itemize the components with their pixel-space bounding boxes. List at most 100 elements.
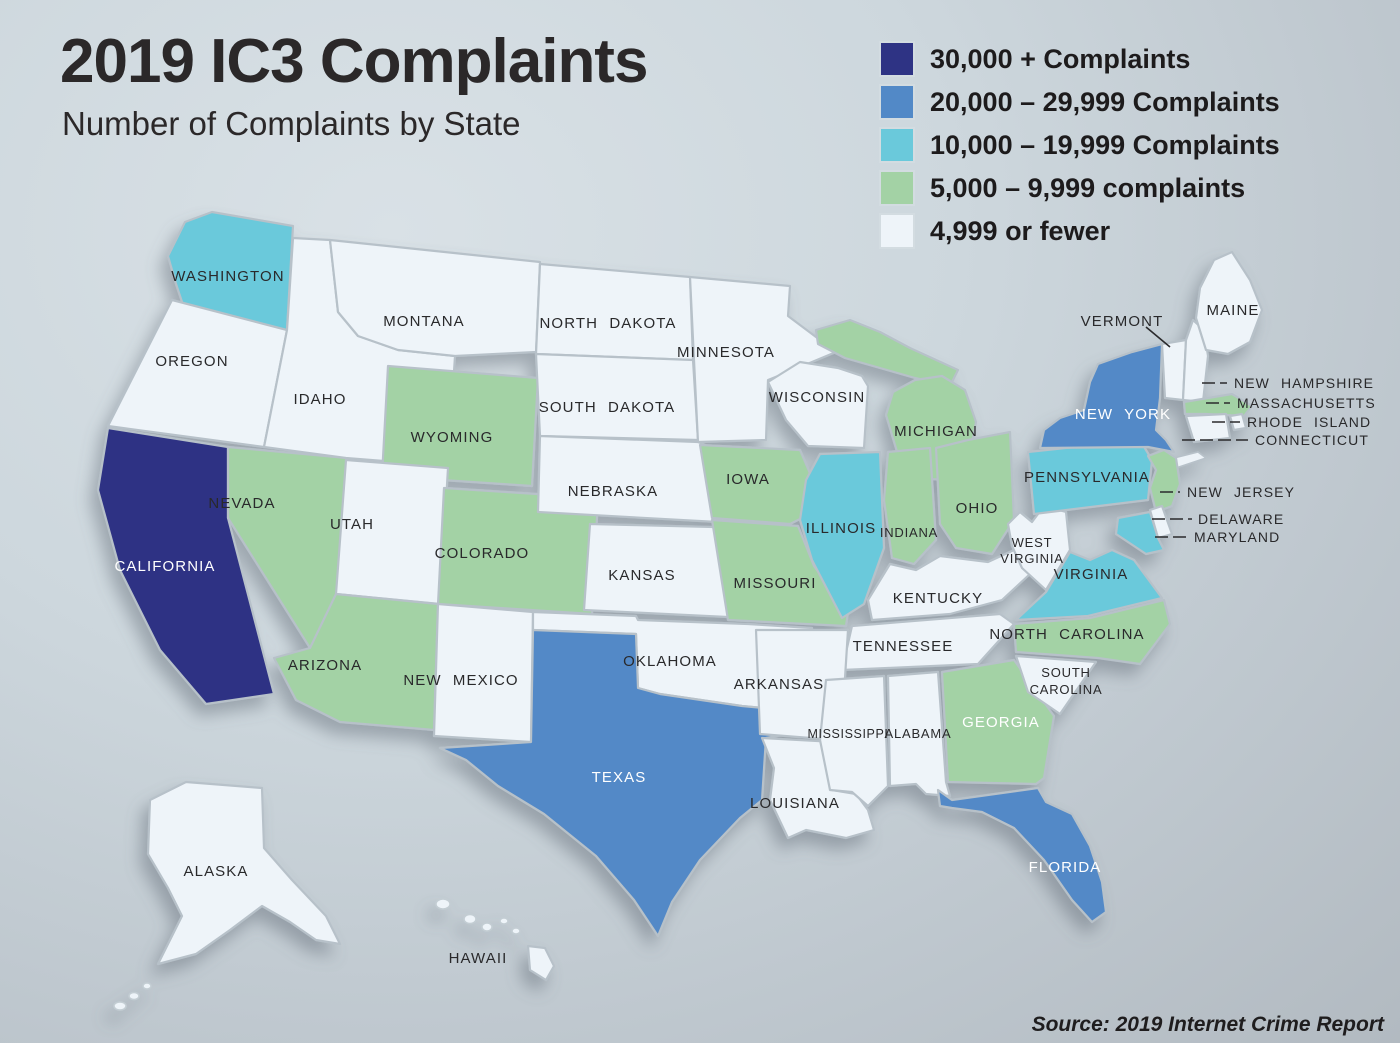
state-label-colorado: COLORADO: [435, 545, 530, 562]
state-indiana: [882, 446, 938, 566]
state-mississippi: [818, 674, 890, 808]
leader-vermont: [1145, 326, 1171, 348]
state-georgia: [940, 658, 1056, 786]
state-label-connecticut: CONNECTICUT: [1255, 432, 1369, 448]
state-label-nebraska: NEBRASKA: [568, 483, 659, 500]
legend-swatch-30k: [879, 41, 915, 77]
state-label-kansas: KANSAS: [608, 567, 675, 584]
state-label-wyoming: WYOMING: [411, 429, 494, 446]
legend-swatch-10k: [879, 127, 915, 163]
state-label-rhode-island: RHODE ISLAND: [1247, 414, 1371, 430]
state-new-york: [1038, 342, 1176, 454]
state-label-new-hampshire: NEW HAMPSHIRE: [1234, 375, 1374, 391]
state-ohio: [934, 430, 1016, 556]
state-label-new-jersey: NEW JERSEY: [1187, 484, 1295, 500]
hawaii-island: [499, 917, 509, 925]
legend-swatch-under5k: [879, 213, 915, 249]
legend-swatch-20k: [879, 84, 915, 120]
aleutian-island: [113, 1001, 127, 1011]
legend-label-20k: 20,000 – 29,999 Complaints: [930, 86, 1280, 117]
state-alaska: [146, 780, 342, 966]
state-label-vermont: VERMONT: [1081, 313, 1164, 330]
state-label-utah: UTAH: [330, 516, 374, 533]
state-label-hawaii: HAWAII: [449, 950, 508, 967]
state-south-dakota: [534, 352, 700, 442]
state-virginia: [1014, 548, 1164, 622]
legend-label-30k: 30,000 + Complaints: [930, 43, 1191, 74]
state-west-virginia: [1006, 504, 1072, 592]
legend-label-5k: 5,000 – 9,999 complaints: [930, 172, 1246, 203]
state-label-massachusetts: MASSACHUSETTS: [1237, 395, 1376, 411]
legend-label-under5k: 4,999 or fewer: [930, 215, 1111, 246]
state-label-michigan: MICHIGAN: [894, 423, 978, 440]
legend-row-under5k: 4,999 or fewer: [879, 213, 1280, 249]
state-texas: [438, 628, 808, 938]
state-label-california: CALIFORNIA: [114, 558, 215, 575]
state-label-kentucky: KENTUCKY: [893, 590, 983, 607]
legend-row-20k: 20,000 – 29,999 Complaints: [879, 84, 1280, 120]
state-label-new-mexico: NEW MEXICO: [403, 672, 518, 689]
state-label-delaware: DELAWARE: [1198, 511, 1284, 527]
state-label-alabama: ALABAMA: [884, 726, 951, 741]
state-label-oregon: OREGON: [155, 353, 228, 370]
aleutian-island: [128, 991, 140, 1001]
header: 2019 IC3 Complaints Number of Complaints…: [60, 26, 648, 143]
state-label-virginia: VIRGINIA: [1054, 566, 1129, 583]
state-connecticut: [1184, 412, 1232, 444]
state-label-montana: MONTANA: [383, 313, 465, 330]
state-florida: [936, 786, 1108, 924]
state-new-hampshire: [1181, 318, 1210, 404]
legend-swatch-5k: [879, 170, 915, 206]
state-label-washington: WASHINGTON: [171, 268, 285, 285]
page-subtitle: Number of Complaints by State: [62, 105, 521, 142]
state-label-south-dakota: SOUTH DAKOTA: [539, 399, 675, 416]
legend-row-30k: 30,000 + Complaints: [879, 41, 1280, 77]
state-label-south-carolina-2: CAROLINA: [1030, 682, 1103, 697]
state-label-north-dakota: NORTH DAKOTA: [540, 315, 677, 332]
state-label-ohio: OHIO: [956, 500, 999, 517]
legend-label-10k: 10,000 – 19,999 Complaints: [930, 129, 1280, 160]
state-label-iowa: IOWA: [726, 471, 770, 488]
state-label-west-virginia-2: VIRGINIA: [1000, 551, 1063, 566]
state-label-illinois: ILLINOIS: [806, 520, 877, 537]
state-wyoming: [380, 364, 540, 488]
state-label-wisconsin: WISCONSIN: [769, 389, 866, 406]
state-label-arizona: ARIZONA: [288, 657, 362, 674]
aleutian-island: [142, 982, 152, 990]
state-label-minnesota: MINNESOTA: [677, 344, 775, 361]
state-label-texas: TEXAS: [592, 769, 647, 786]
legend: 30,000 + Complaints 20,000 – 29,999 Comp…: [879, 41, 1280, 257]
state-label-maine: MAINE: [1206, 302, 1259, 319]
page-title: 2019 IC3 Complaints: [60, 27, 648, 96]
state-label-pennsylvania: PENNSYLVANIA: [1024, 469, 1150, 486]
state-label-north-carolina: NORTH CAROLINA: [989, 626, 1144, 643]
state-label-arkansas: ARKANSAS: [734, 676, 825, 693]
state-label-indiana: INDIANA: [880, 525, 938, 540]
legend-row-5k: 5,000 – 9,999 complaints: [879, 170, 1280, 206]
state-label-idaho: IDAHO: [293, 391, 346, 408]
state-label-alaska: ALASKA: [184, 863, 249, 880]
hawaii-big-island: [526, 944, 556, 982]
hawaii-island: [435, 898, 451, 910]
source-credit: Source: 2019 Internet Crime Report: [1031, 1013, 1384, 1036]
state-label-missouri: MISSOURI: [734, 575, 817, 592]
state-label-nevada: NEVADA: [208, 495, 275, 512]
state-illinois: [798, 450, 886, 620]
state-north-dakota: [534, 262, 695, 362]
labels-layer: WASHINGTON OREGON CALIFORNIA NEVADA IDAH…: [114, 268, 1376, 967]
state-new-jersey: [1146, 448, 1182, 514]
state-label-new-york: NEW YORK: [1075, 406, 1171, 423]
state-label-florida: FLORIDA: [1029, 859, 1102, 876]
state-label-mississippi: MISSISSIPPI: [808, 727, 889, 741]
state-label-maryland: MARYLAND: [1194, 529, 1280, 545]
state-oregon: [106, 298, 289, 449]
states-layer: [96, 210, 1264, 1011]
state-label-west-virginia-1: WEST: [1012, 535, 1053, 550]
state-label-tennessee: TENNESSEE: [853, 638, 954, 655]
hawaii-island: [511, 927, 521, 935]
hawaii-island: [481, 922, 493, 932]
state-maine: [1194, 250, 1264, 356]
state-label-south-carolina-1: SOUTH: [1041, 665, 1091, 680]
